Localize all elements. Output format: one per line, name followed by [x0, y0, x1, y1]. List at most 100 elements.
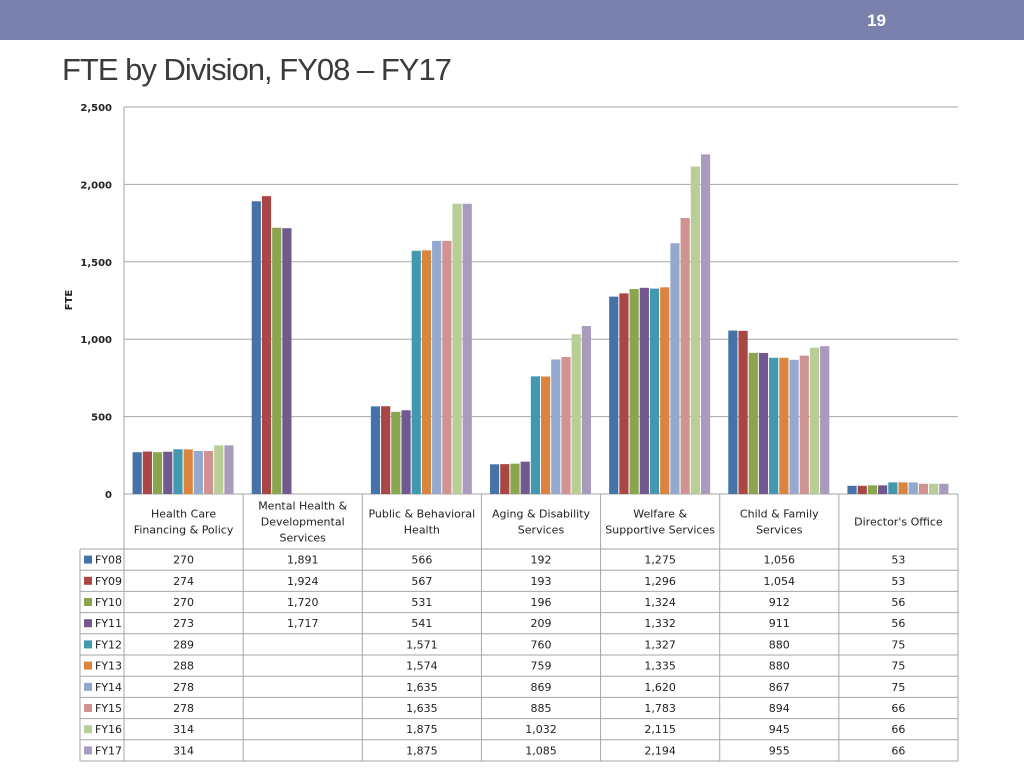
legend-swatch-fy14: [84, 682, 92, 691]
bar-fy12: [888, 482, 898, 494]
legend-label: FY14: [95, 681, 122, 694]
table-cell: 1,275: [644, 554, 676, 567]
table-cell: 531: [411, 596, 432, 609]
y-tick-label: 2,500: [80, 103, 112, 114]
category-label: Welfare &: [633, 508, 687, 521]
legend-label: FY09: [95, 575, 122, 588]
table-cell: 760: [531, 638, 552, 651]
table-cell: 196: [531, 596, 552, 609]
bar-fy10: [391, 411, 401, 494]
bar-fy13: [779, 357, 789, 494]
table-cell: 1,054: [764, 575, 796, 588]
header-bar: 19: [0, 0, 1024, 40]
table-cell: 1,327: [644, 638, 676, 651]
table-cell: 1,335: [644, 660, 676, 673]
table-cell: 270: [173, 596, 194, 609]
bar-fy08: [251, 201, 261, 494]
bar-fy13: [183, 449, 193, 494]
bar-fy12: [769, 357, 779, 494]
table-cell: 289: [173, 638, 194, 651]
y-tick-label: 2,000: [80, 180, 112, 191]
table-cell: 66: [891, 702, 905, 715]
table-cell: 567: [411, 575, 432, 588]
table-cell: 867: [769, 681, 790, 694]
legend-swatch-fy09: [84, 576, 92, 585]
bar-fy08: [370, 406, 381, 494]
table-cell: 314: [173, 723, 194, 736]
bar-fy15: [799, 355, 809, 494]
legend-swatch-fy15: [84, 704, 92, 712]
bar-fy14: [432, 240, 442, 494]
bar-fy16: [452, 203, 462, 494]
table-cell: 1,056: [764, 554, 796, 567]
bar-fy17: [700, 154, 711, 494]
legend-label: FY10: [95, 596, 122, 609]
legend-label: FY13: [95, 660, 122, 673]
bar-fy16: [690, 166, 700, 494]
table-cell: 273: [173, 617, 194, 630]
bar-fy16: [571, 334, 581, 494]
bar-fy15: [442, 240, 452, 494]
legend-label: FY17: [95, 744, 122, 757]
legend-swatch-fy16: [84, 725, 92, 734]
bar-fy16: [214, 445, 224, 494]
table-cell: 53: [891, 554, 905, 567]
legend-swatch-fy10: [84, 598, 92, 606]
table-cell: 1,574: [406, 660, 438, 673]
bar-fy13: [541, 376, 551, 494]
table-cell: 945: [769, 723, 790, 736]
legend-swatch-fy12: [84, 640, 92, 649]
bar-fy14: [551, 359, 561, 494]
bar-fy10: [272, 227, 282, 494]
table-cell: 894: [769, 702, 790, 715]
bar-fy09: [261, 196, 272, 494]
category-label: Director's Office: [854, 516, 943, 529]
table-cell: 274: [173, 575, 194, 588]
bar-fy17: [581, 326, 591, 494]
category-label: Public & Behavioral: [368, 508, 475, 521]
bar-fy08: [847, 485, 857, 494]
category-label: Child & Family: [740, 508, 819, 521]
table-cell: 75: [891, 660, 905, 673]
bar-fy17: [224, 445, 234, 494]
table-cell: 1,620: [644, 681, 676, 694]
table-cell: 2,115: [644, 723, 676, 736]
bar-fy11: [282, 228, 292, 494]
bar-fy10: [152, 452, 163, 494]
bar-fy13: [660, 287, 670, 494]
table-cell: 209: [531, 617, 552, 630]
bar-fy11: [878, 485, 888, 494]
bar-fy10: [629, 289, 639, 494]
table-cell: 1,324: [644, 596, 676, 609]
legend-label: FY11: [95, 617, 122, 630]
table-cell: 193: [531, 575, 552, 588]
bar-fy14: [908, 482, 918, 494]
table-cell: 541: [411, 617, 432, 630]
category-label: Supportive Services: [605, 524, 715, 537]
bar-fy12: [530, 376, 540, 494]
bar-fy15: [680, 217, 690, 495]
table-cell: 1,332: [644, 617, 676, 630]
table-cell: 288: [173, 660, 194, 673]
bar-fy08: [609, 296, 619, 494]
y-tick-label: 1,500: [80, 258, 112, 269]
table-cell: 911: [769, 617, 790, 630]
bar-fy09: [500, 464, 510, 494]
page-number: 19: [867, 11, 886, 30]
bar-fy14: [789, 359, 799, 494]
table-cell: 869: [531, 681, 552, 694]
category-label: Mental Health &: [258, 500, 347, 513]
bar-fy10: [748, 352, 758, 494]
table-cell: 1,085: [525, 744, 557, 757]
legend-label: FY16: [95, 723, 122, 736]
table-cell: 1,717: [287, 617, 319, 630]
legend-label: FY15: [95, 702, 122, 715]
bar-fy11: [758, 352, 769, 494]
bar-fy14: [670, 243, 680, 494]
table-cell: 1,032: [525, 723, 557, 736]
category-label: Services: [280, 532, 327, 545]
table-cell: 278: [173, 702, 194, 715]
table-cell: 912: [769, 596, 790, 609]
table-cell: 192: [531, 554, 552, 567]
table-cell: 66: [891, 744, 905, 757]
